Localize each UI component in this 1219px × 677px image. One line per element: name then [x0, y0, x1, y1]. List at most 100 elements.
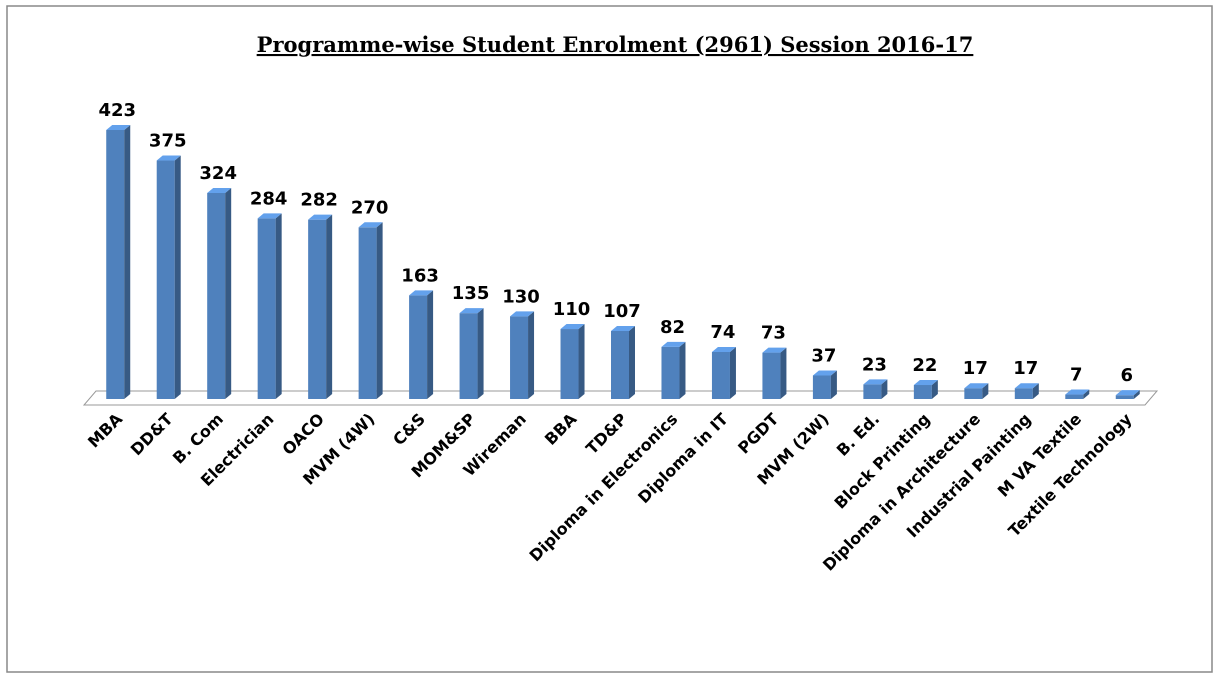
bar [913, 380, 938, 399]
bar-front [308, 219, 327, 399]
bar [1014, 383, 1039, 399]
bar-side [1083, 389, 1090, 399]
bar-front [1065, 394, 1084, 399]
value-label: 37 [811, 345, 836, 366]
bar-top [812, 370, 837, 376]
bar-front [762, 352, 781, 399]
chart-border [6, 5, 1213, 673]
bar-top [257, 213, 282, 219]
bar-front [560, 329, 579, 399]
bar [156, 155, 181, 399]
bar [510, 311, 535, 399]
bar-side [124, 125, 131, 399]
bar [863, 379, 888, 399]
bar-side [729, 346, 736, 399]
bar [661, 341, 686, 399]
value-label: 17 [963, 358, 988, 379]
bar-top [358, 222, 383, 228]
bar [1115, 390, 1140, 399]
bar-side [881, 379, 888, 399]
bar-top [762, 347, 787, 353]
bar-front [409, 295, 428, 399]
bar-top [661, 341, 686, 347]
bar-front [207, 192, 226, 399]
bar [358, 222, 383, 399]
value-label: 282 [300, 190, 338, 211]
bar-front [358, 227, 377, 399]
bar-front [964, 388, 983, 399]
bar-top [1115, 390, 1140, 396]
bar-top [913, 380, 938, 386]
value-label: 284 [250, 188, 288, 209]
value-label: 17 [1013, 358, 1038, 379]
bar-side [225, 187, 232, 399]
bar-front [459, 313, 478, 399]
value-label: 73 [761, 323, 786, 344]
bar [459, 308, 484, 399]
value-label: 110 [553, 299, 591, 320]
value-label: 130 [502, 286, 540, 307]
value-label: 7 [1070, 365, 1083, 386]
bar-front [156, 160, 175, 399]
bar [812, 370, 837, 399]
bar-side [174, 155, 181, 399]
bar-front [257, 218, 276, 399]
bar-side [275, 213, 282, 399]
value-label: 324 [199, 163, 237, 184]
bar-top [964, 383, 989, 389]
bar-front [611, 330, 629, 399]
bar-side [427, 290, 434, 399]
bar-top [863, 379, 888, 385]
bar-side [578, 324, 585, 399]
bar [207, 187, 232, 399]
bar-top [459, 308, 484, 314]
bar-front [812, 375, 831, 399]
bar-side [1032, 383, 1039, 399]
bar [964, 383, 989, 399]
value-label: 375 [149, 131, 187, 152]
bar-top [207, 187, 232, 193]
bar-top [106, 125, 131, 130]
bar-side [780, 347, 787, 399]
bar [409, 290, 434, 399]
bar-front [510, 316, 529, 399]
bar [1065, 389, 1090, 399]
bar-front [913, 385, 932, 399]
bar-side [326, 214, 333, 399]
bar-top [409, 290, 434, 296]
bar-top [560, 324, 585, 330]
bar [762, 347, 787, 399]
value-label: 135 [452, 283, 490, 304]
bar-front [106, 130, 125, 399]
bar-top [611, 325, 635, 331]
bar-side [477, 308, 484, 399]
value-label: 270 [351, 197, 389, 218]
bar [611, 325, 635, 399]
bar-front [863, 384, 882, 399]
value-label: 163 [401, 265, 439, 286]
bar-top [156, 155, 181, 161]
bar-side [629, 325, 635, 399]
value-label: 6 [1120, 365, 1133, 386]
value-label: 22 [912, 355, 937, 376]
bar-side [376, 222, 383, 399]
bar [711, 346, 736, 399]
value-label: 74 [710, 322, 735, 343]
value-label: 82 [660, 317, 685, 338]
value-label: 107 [603, 301, 641, 322]
bar-side [931, 380, 938, 399]
bar-side [528, 311, 535, 399]
bar-front [711, 351, 730, 399]
bar-side [830, 370, 837, 399]
bar-side [982, 383, 989, 399]
bar-top [711, 346, 736, 352]
bar-side [1133, 390, 1140, 399]
bar-front [1115, 395, 1134, 399]
bar-top [510, 311, 535, 317]
bar-top [308, 214, 333, 220]
bar-front [661, 346, 680, 399]
bar-top [1065, 389, 1090, 395]
bar [106, 125, 131, 399]
value-label: 423 [98, 100, 136, 121]
